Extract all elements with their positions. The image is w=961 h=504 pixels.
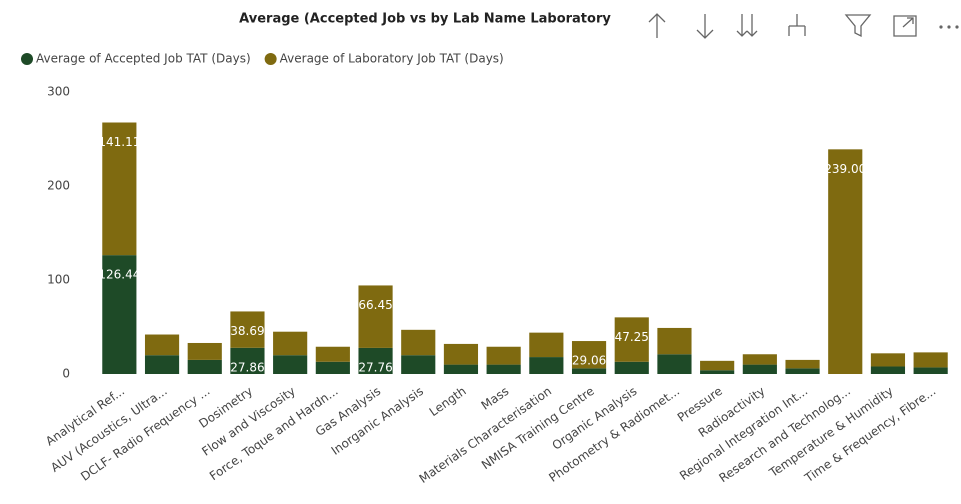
filter-icon[interactable] — [844, 14, 872, 38]
bar-segment — [913, 352, 948, 368]
bar-segment — [144, 355, 180, 374]
bar-segment — [273, 331, 308, 356]
data-label: 66.45 — [358, 298, 392, 312]
data-label: 239.00 — [824, 162, 866, 176]
bar-segment — [785, 368, 820, 374]
bar-segment — [614, 317, 649, 362]
data-label: 126.44 — [98, 268, 140, 282]
bar-segment — [273, 355, 308, 374]
data-label: 141.11 — [98, 135, 140, 149]
bar-segment — [828, 149, 863, 374]
y-tick-label: 0 — [62, 367, 70, 381]
bar-segment — [742, 364, 777, 374]
bar-segment — [401, 355, 436, 374]
bar-segment — [742, 354, 777, 365]
visual-header-icons[interactable] — [640, 4, 961, 39]
bar-segment — [230, 347, 265, 374]
focus-icon[interactable] — [893, 15, 917, 37]
data-label: 47.25 — [615, 330, 649, 344]
legend-swatch — [21, 53, 33, 65]
bar-segment — [529, 332, 564, 358]
bar-segment — [571, 368, 607, 374]
bar-segment — [614, 361, 649, 374]
chart-title: Average (Accepted Job vs by Lab Name Lab… — [239, 12, 611, 27]
hierarchy-icon[interactable] — [788, 14, 806, 36]
bar-segment — [144, 334, 180, 356]
bar-segment — [870, 366, 906, 374]
more-icon[interactable] — [939, 25, 959, 29]
data-label: 27.76 — [358, 360, 392, 374]
drill-down-icon[interactable] — [696, 14, 714, 39]
x-tick-label: Mass — [479, 384, 512, 413]
bar-segment — [358, 347, 393, 374]
bar-segment — [529, 357, 564, 374]
icon-backdrop — [640, 4, 961, 38]
bar-segment — [657, 354, 692, 374]
drill-up-icon[interactable] — [648, 13, 666, 38]
bar-segment — [102, 122, 137, 256]
data-label: 27.86 — [230, 360, 264, 374]
bar-segment — [315, 346, 350, 362]
bar-segment — [443, 343, 479, 365]
legend-label: Average of Accepted Job TAT (Days) — [36, 52, 251, 66]
y-tick-label: 300 — [47, 85, 70, 99]
bar-segment — [102, 255, 137, 374]
bar-segment — [401, 329, 436, 356]
data-label: 38.69 — [230, 324, 264, 338]
x-tick-label: Length — [427, 384, 469, 419]
bar-segment — [913, 367, 948, 374]
bar-segment — [358, 285, 393, 348]
bar-segment — [443, 364, 479, 374]
legend-swatch — [264, 53, 277, 65]
bar-segment — [486, 346, 521, 365]
data-label: 29.06 — [572, 354, 606, 368]
bar-segment — [700, 360, 735, 371]
bar-segment — [486, 364, 521, 374]
bar-segment — [571, 341, 607, 369]
y-tick-label: 100 — [47, 273, 70, 287]
bar-segment — [785, 359, 820, 369]
bar-segment — [230, 311, 265, 348]
y-tick-label: 200 — [47, 179, 70, 193]
legend-label: Average of Laboratory Job TAT (Days) — [280, 52, 504, 66]
bar-segment — [657, 327, 692, 355]
bar-segment — [187, 342, 222, 360]
bar-segment — [315, 361, 350, 374]
bar-segment — [187, 359, 222, 374]
bar-segment — [870, 353, 906, 367]
bar-segment — [700, 370, 735, 374]
expand-all-icon[interactable] — [736, 14, 758, 37]
